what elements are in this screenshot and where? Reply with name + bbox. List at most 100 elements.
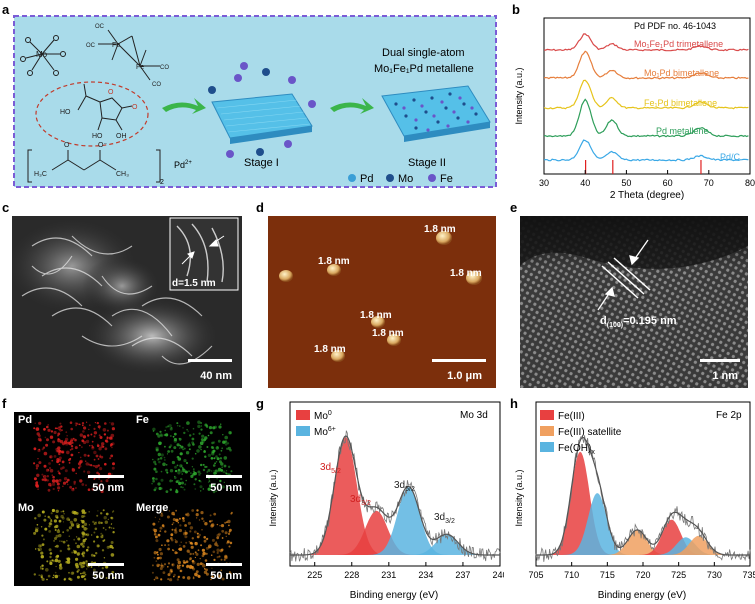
- svg-text:Fe: Fe: [112, 42, 120, 49]
- xps-g-fit-peak: [290, 534, 500, 555]
- xps-g-fit-peak: [290, 437, 500, 555]
- stage1-metallene-sheet: [211, 93, 313, 144]
- legend-mo-label: Mo: [398, 173, 413, 185]
- xps-h-y-axis-label: Intensity (a.u.): [514, 469, 524, 526]
- legend-pd-label: Pd: [360, 173, 373, 185]
- xrd-series-line: [543, 139, 749, 162]
- afm-label-1: 1.8 nm: [318, 256, 350, 267]
- xps-g-legend-mo0-sup: 0: [328, 410, 332, 417]
- xps-g-peak-label-2: 3d3/2: [350, 494, 371, 507]
- xps-g-x-tick-label: 225: [307, 570, 322, 580]
- xrd-x-tick-label: 50: [621, 178, 631, 188]
- legend-pd-dot: [348, 174, 356, 182]
- svg-text:CO: CO: [152, 82, 161, 88]
- xrd-y-axis-label: Intensity (a.u.): [514, 67, 524, 124]
- xps-g-peak-label-3-main: 3d: [394, 480, 405, 491]
- xps-g-fit-peak: [290, 487, 500, 555]
- eds-map-pd: Pd 50 nm: [14, 412, 130, 498]
- afm-label-2: 1.8 nm: [424, 224, 456, 235]
- scale-bar-e: [700, 359, 740, 362]
- svg-text:OC: OC: [86, 43, 96, 49]
- eds-scale-bar: [206, 563, 242, 566]
- xrd-legend-mo1pd: Mo₁Pd bimetallene: [644, 68, 719, 78]
- xps-h-fit-peak: [536, 535, 750, 555]
- xps-g-legend-mo6-text: Mo: [314, 427, 328, 438]
- xrd-series-line: [543, 33, 749, 52]
- xps-g-peak-label-3: 3d5/2: [394, 480, 415, 493]
- product-title-line2: Mo₁Fe₁Pd metallene: [374, 63, 474, 75]
- xps-h-x-tick-label: 720: [635, 570, 650, 580]
- eds-map-title: Mo: [18, 502, 34, 514]
- tem-image-c: d=1.5 nm 40 nm: [12, 216, 242, 388]
- eds-scale-label: 50 nm: [92, 570, 124, 582]
- xps-h-legend-sat-swatch: [540, 426, 554, 436]
- svg-text:O: O: [108, 89, 114, 96]
- eds-scale-bar: [206, 475, 242, 478]
- xps-h-x-tick-label: 710: [564, 570, 579, 580]
- xps-g-peak-label-2-sub: 3/2: [361, 500, 371, 507]
- stage2-label: Stage II: [408, 157, 446, 169]
- xps-g-legend-mo0-text: Mo: [314, 411, 328, 422]
- xps-g-peak-label-1: 3d5/2: [320, 462, 341, 475]
- xps-g-peaks: [289, 430, 501, 562]
- xps-g-legend-mo0-swatch: [296, 410, 310, 420]
- eds-maps-f: Pd 50 nm Fe 50 nm Mo 50 nm Merge 50 nm: [14, 412, 250, 586]
- lattice-value: =0.195 nm: [623, 315, 677, 327]
- xps-h-peaks: [535, 435, 751, 562]
- scale-label-e: 1 nm: [712, 370, 738, 382]
- xps-g-legend-mo6-sup: 6+: [328, 426, 336, 433]
- arrow-stage-2: [330, 98, 374, 114]
- xrd-legend-pdc: Pd/C: [720, 152, 741, 162]
- xrd-series-line: [543, 98, 749, 138]
- legend-fe-label: Fe: [440, 173, 453, 185]
- xps-g-frame: [289, 401, 501, 567]
- svg-text:Fe: Fe: [136, 64, 144, 71]
- xps-g-legend-mo0: Mo0: [314, 410, 332, 422]
- xrd-x-tick-label: 30: [539, 178, 549, 188]
- xps-h-legend-fe3: Fe(III): [558, 411, 585, 422]
- panel-letter-d: d: [256, 200, 264, 215]
- xps-h-x-axis-label: Binding energy (eV): [598, 590, 686, 601]
- xps-g-legend-mo6: Mo6+: [314, 426, 336, 438]
- xrd-x-tick-label: 70: [704, 178, 714, 188]
- scale-bar-d: [432, 359, 486, 362]
- afm-label-4: 1.8 nm: [360, 310, 392, 321]
- xrd-x-ticks: 30 40 50 60 70 80: [539, 170, 755, 188]
- afm-image-d: 1.8 nm 1.8 nm 1.8 nm 1.8 nm 1.8 nm 1.8 n…: [268, 216, 496, 388]
- xrd-x-tick-label: 40: [580, 178, 590, 188]
- lattice-spacing-label: d(100)=0.195 nm: [600, 315, 677, 329]
- eds-scale-label: 50 nm: [210, 482, 242, 494]
- xps-h-fit-peak: [536, 530, 750, 555]
- svg-text:H₃C: H₃C: [34, 171, 47, 178]
- panel-letter-a: a: [2, 2, 10, 17]
- xrd-series-line: [543, 79, 749, 110]
- eds-map-merge: Merge 50 nm: [132, 500, 248, 586]
- svg-text:HO: HO: [92, 133, 103, 140]
- xps-g-title: Mo 3d: [460, 410, 488, 421]
- xps-h-x-tick-label: 705: [528, 570, 543, 580]
- eds-map-title: Pd: [18, 414, 33, 426]
- acac-ligand: [27, 149, 161, 183]
- xps-h-legend-feoh: Fe(OH)x: [558, 443, 595, 456]
- product-title-line1: Dual single-atom: [382, 47, 465, 59]
- panel-letter-e: e: [510, 200, 518, 215]
- xrd-legend-trimetallene: Mo₁Fe₁Pd trimetallene: [634, 39, 723, 49]
- legend-mo-dot: [386, 174, 394, 182]
- svg-text:O⁻: O⁻: [98, 142, 107, 149]
- scale-bar-c: [188, 359, 232, 362]
- eds-scale-label: 50 nm: [92, 482, 124, 494]
- xps-g-x-tick-label: 234: [418, 570, 433, 580]
- synthesis-schematic: Mo OC OC Fe Fe CO CO HO O O HO OH O O⁻ H…: [12, 14, 498, 189]
- svg-text:HO: HO: [60, 109, 71, 116]
- eds-map-mo: Mo 50 nm: [14, 500, 130, 586]
- hrtem-image-e: d(100)=0.195 nm 1 nm: [520, 216, 748, 388]
- arrow-stage-1: [162, 98, 206, 114]
- xps-g-peak-label-4-main: 3d: [434, 512, 445, 523]
- afm-label-5: 1.8 nm: [372, 328, 404, 339]
- panel-letter-g: g: [256, 396, 264, 411]
- xps-mo3d-chart: 225228231234237240 Mo0 Mo6+ Mo 3d 3d5/2 …: [264, 398, 504, 604]
- xps-h-x-tick-label: 725: [671, 570, 686, 580]
- xps-g-peak-label-2-main: 3d: [350, 494, 361, 505]
- svg-text:Mo: Mo: [36, 50, 48, 59]
- svg-text:CO: CO: [160, 65, 169, 71]
